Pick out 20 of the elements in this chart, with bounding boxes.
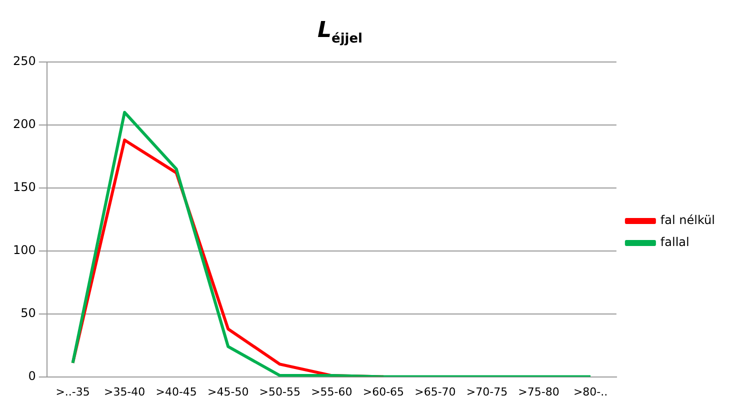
x-tick-label: >60-65 — [362, 385, 404, 398]
x-tick-label: >..-35 — [56, 385, 90, 398]
x-tick-label: >35-40 — [104, 385, 146, 398]
x-tick-label: >70-75 — [466, 385, 508, 398]
y-tick-label: 50 — [20, 306, 36, 320]
x-tick-label: >65-70 — [414, 385, 456, 398]
legend-label: fal nélkül — [660, 213, 716, 228]
y-tick-label: 150 — [13, 180, 36, 194]
y-tick-label: 250 — [13, 54, 36, 68]
x-tick-label: >80-.. — [573, 385, 608, 398]
x-tick-label: >40-45 — [156, 385, 197, 398]
x-tick-label: >55-60 — [311, 385, 352, 398]
legend-label: fallal — [660, 235, 690, 250]
y-tick-label: 0 — [28, 368, 36, 383]
x-tick-label: >50-55 — [259, 385, 300, 398]
x-tick-label: >45-50 — [208, 385, 249, 398]
x-tick-label: >75-80 — [518, 385, 560, 398]
y-tick-label: 200 — [13, 117, 36, 132]
chart-title: L$_{éjjel}$ — [316, 18, 364, 46]
y-tick-label: 100 — [13, 243, 36, 258]
